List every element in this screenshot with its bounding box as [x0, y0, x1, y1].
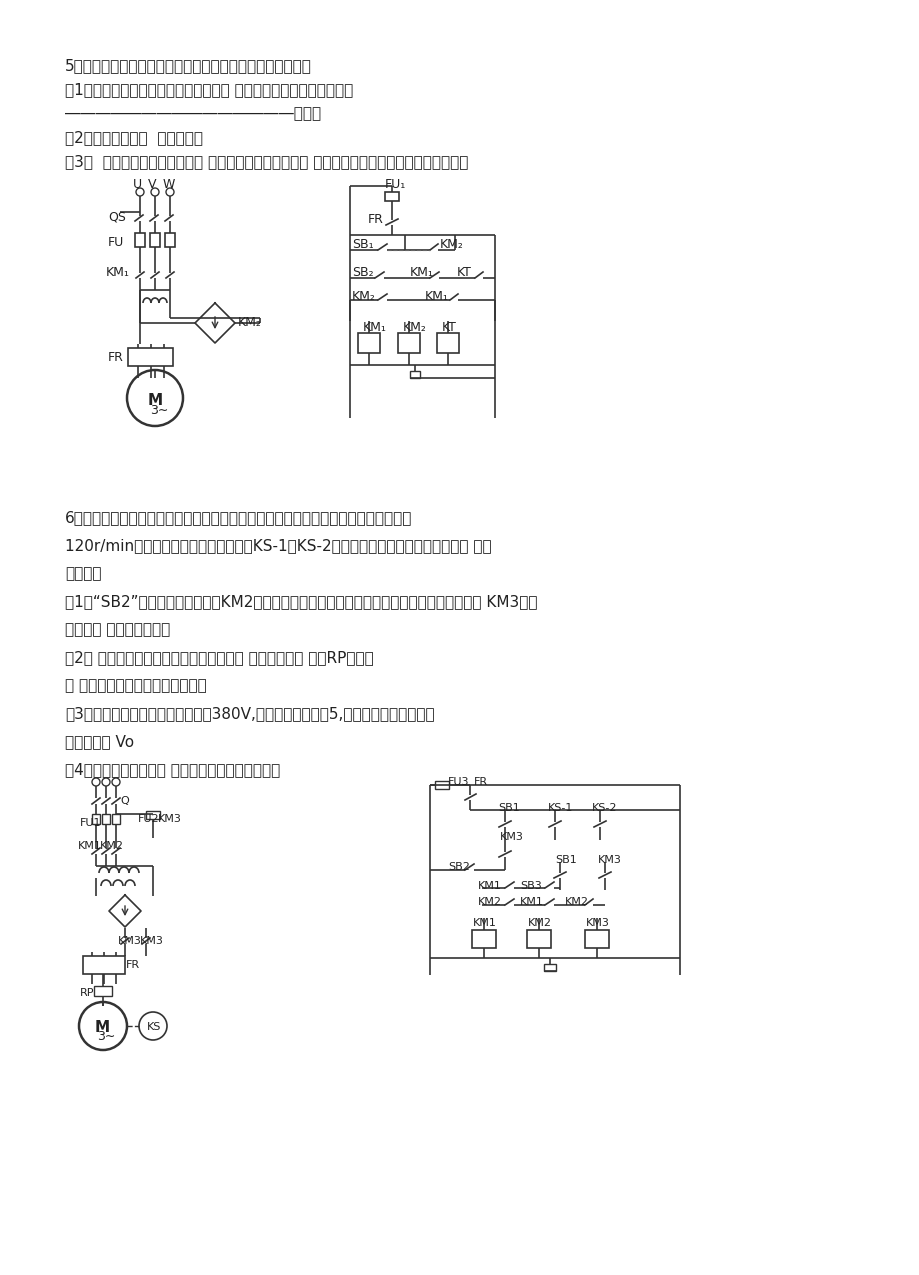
Text: KM₁: KM₁: [425, 289, 448, 303]
Bar: [410, 371, 420, 377]
Text: FR: FR: [473, 776, 488, 787]
Bar: [527, 929, 550, 949]
Text: KM₂: KM₂: [403, 321, 426, 334]
Text: KM3: KM3: [597, 856, 621, 864]
Text: M: M: [148, 393, 163, 408]
Text: Q: Q: [119, 796, 129, 806]
Text: U: U: [133, 179, 142, 191]
Text: FU: FU: [108, 236, 124, 249]
Text: SB3: SB3: [519, 881, 541, 891]
Text: KT: KT: [441, 321, 457, 334]
Bar: [92, 813, 100, 824]
Text: M: M: [95, 1020, 110, 1035]
Text: 6、题图所示，是速度继电器控制电动机可逆运转能耗制动电路，当电动机的转速低于: 6、题图所示，是速度继电器控制电动机可逆运转能耗制动电路，当电动机的转速低于: [65, 510, 412, 525]
Text: SB1: SB1: [554, 856, 576, 864]
Text: 是 ＿＿＿＿＿＿＿＿＿＿＿＿＿。: 是 ＿＿＿＿＿＿＿＿＿＿＿＿＿。: [65, 678, 207, 694]
Bar: [435, 782, 448, 789]
Text: FU1: FU1: [80, 819, 101, 827]
Text: 的平均値为 Vo: 的平均値为 Vo: [65, 734, 134, 748]
Text: 3∼: 3∼: [150, 404, 168, 417]
Text: KM₁: KM₁: [410, 266, 434, 279]
Text: 5、如题图所示为一台三相异步电动机的控制电路，试回答：: 5、如题图所示为一台三相异步电动机的控制电路，试回答：: [65, 57, 312, 73]
Text: RP: RP: [80, 988, 95, 998]
Text: SB₁: SB₁: [352, 238, 373, 251]
Text: SB1: SB1: [497, 803, 519, 813]
Bar: [94, 986, 112, 996]
Bar: [146, 811, 160, 819]
Bar: [437, 333, 459, 353]
Bar: [83, 956, 125, 974]
Text: FU2: FU2: [138, 813, 160, 824]
Text: FR: FR: [108, 351, 124, 363]
Text: KM₁: KM₁: [363, 321, 387, 334]
Text: KS-2: KS-2: [591, 803, 617, 813]
Text: KM3: KM3: [499, 833, 523, 842]
Text: KM₂: KM₂: [439, 238, 463, 251]
Text: （4）该控制电路中共有 ＿＿＿＿＿＿处自锁保护。: （4）该控制电路中共有 ＿＿＿＿＿＿处自锁保护。: [65, 762, 280, 776]
Text: KM₂: KM₂: [238, 316, 262, 329]
Bar: [471, 929, 495, 949]
Text: （2）该控制电路为  制动方法。: （2）该控制电路为 制动方法。: [65, 130, 203, 145]
Text: FR: FR: [368, 213, 383, 226]
Text: QS: QS: [108, 210, 126, 223]
Text: KM3: KM3: [585, 918, 609, 928]
Text: KM3: KM3: [140, 936, 164, 946]
Bar: [543, 964, 555, 972]
Text: KM1: KM1: [519, 898, 543, 907]
Text: V: V: [148, 179, 156, 191]
Text: FU3: FU3: [448, 776, 469, 787]
Bar: [398, 333, 420, 353]
Text: KM2: KM2: [564, 898, 588, 907]
Text: FU₁: FU₁: [384, 179, 406, 191]
Bar: [584, 929, 608, 949]
Text: KM₂: KM₂: [352, 289, 376, 303]
Bar: [150, 233, 160, 247]
Bar: [165, 233, 175, 247]
Text: FR: FR: [126, 960, 140, 970]
Text: SB₂: SB₂: [352, 266, 373, 279]
Bar: [112, 813, 119, 824]
Text: KM2: KM2: [100, 842, 124, 850]
Text: KM3: KM3: [158, 813, 182, 824]
Text: （2） 主电路中实现短路保护的电器符号是 ＿＿＿＿＿， 其中RP的作用: （2） 主电路中实现短路保护的电器符号是 ＿＿＿＿＿， 其中RP的作用: [65, 650, 373, 666]
Bar: [384, 193, 399, 201]
Text: KM1: KM1: [78, 842, 102, 850]
Bar: [357, 333, 380, 353]
Text: KS: KS: [147, 1023, 161, 1031]
Text: KM₁: KM₁: [106, 266, 130, 279]
Text: 列问题：: 列问题：: [65, 566, 101, 581]
Text: KS-1: KS-1: [548, 803, 573, 813]
Text: KM2: KM2: [478, 898, 502, 907]
Text: KM2: KM2: [528, 918, 551, 928]
Text: （1）“SB2”是正转起动按鈕，则KM2是控制电动机＿＿＿＿＿＿＿＿＿＿＿＿＿＿＿＿＿＿， KM3是控: （1）“SB2”是正转起动按鈕，则KM2是控制电动机＿＿＿＿＿＿＿＿＿＿＿＿＿＿…: [65, 594, 537, 609]
Text: （1）三相异步电动机的电气制动方法有 ＿＿＿＿＿＿＿＿＿＿＿＿，: （1）三相异步电动机的电气制动方法有 ＿＿＿＿＿＿＿＿＿＿＿＿，: [65, 82, 353, 97]
Text: W: W: [163, 179, 176, 191]
Text: ―――――――――――――――三种。: ―――――――――――――――三种。: [65, 106, 321, 121]
Text: KM1: KM1: [472, 918, 496, 928]
Bar: [128, 348, 173, 366]
Bar: [102, 813, 110, 824]
Text: 制电动机 ＿＿＿＿＿＿。: 制电动机 ＿＿＿＿＿＿。: [65, 622, 170, 638]
Text: 3∼: 3∼: [96, 1030, 115, 1043]
Text: KM1: KM1: [478, 881, 502, 891]
Text: KM3: KM3: [118, 936, 142, 946]
Text: （3）已知三相电源的线电压大小为380V,变压器的变压比为5,则整流电路的输出电压: （3）已知三相电源的线电压大小为380V,变压器的变压比为5,则整流电路的输出电…: [65, 706, 434, 720]
Text: 120r/min时，速度继电器释放，其触点KS-1和KS-2在反力弹簧作用下复位断开，试回 答下: 120r/min时，速度继电器释放，其触点KS-1和KS-2在反力弹簧作用下复位…: [65, 538, 491, 553]
Bar: [135, 233, 145, 247]
Text: KT: KT: [457, 266, 471, 279]
Text: SB2: SB2: [448, 862, 470, 872]
Text: （3）  该电路中实现短路保护的 元件，实现过载保护的是 ＿＿＿＿＿＿＿＿＿＿＿＿＿＿元件。: （3） 该电路中实现短路保护的 元件，实现过载保护的是 ＿＿＿＿＿＿＿＿＿＿＿＿…: [65, 154, 468, 170]
